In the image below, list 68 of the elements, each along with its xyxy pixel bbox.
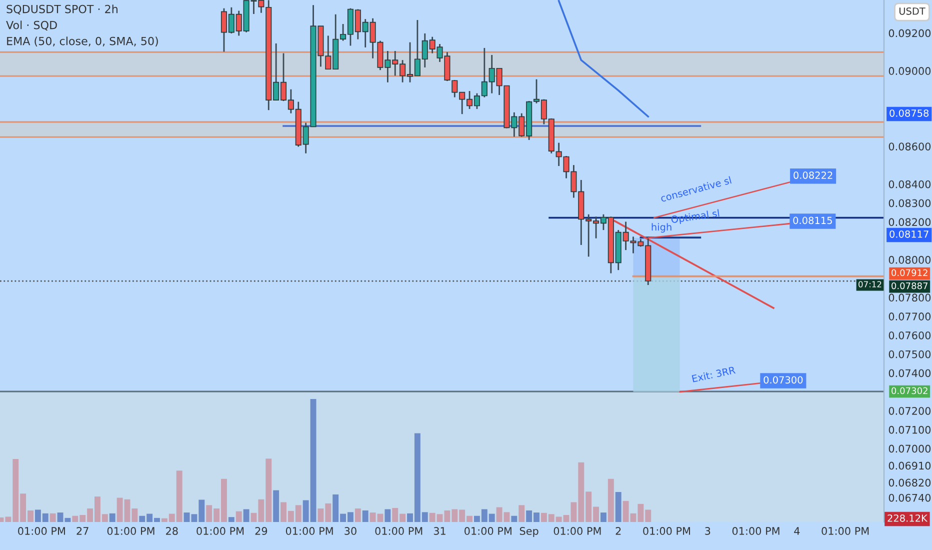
text: 0.08758	[890, 109, 929, 117]
bar	[362, 510, 368, 522]
annotation: 0.08115	[793, 216, 832, 224]
chart-title: Vol · SQD	[6, 20, 57, 30]
text: USDT	[899, 7, 926, 15]
x-tick-label: 01:00 PM	[18, 527, 65, 535]
text: 228.12K	[888, 514, 928, 522]
text: EMA (50, close, 0, SMA, 50)	[7, 36, 158, 47]
y-tick-label: 0.08000	[888, 256, 931, 264]
x-tick-label: Sep	[520, 527, 538, 537]
x-tick-label: 30	[344, 527, 356, 535]
x-tick-label: 01:00 PM	[464, 527, 512, 535]
bar	[518, 505, 525, 522]
x-tick-label: 01:00 PM	[286, 527, 333, 535]
bar	[273, 490, 280, 522]
x-tick-label: 01:00 PM	[107, 527, 154, 535]
x-tick-label: 01:00 PM	[732, 527, 780, 535]
x-tick-label: 4	[794, 527, 800, 535]
annotation: 0.07300	[764, 376, 803, 384]
annotation: Exit: 3RR	[692, 366, 736, 382]
y-tick-label: 0.07600	[888, 331, 931, 340]
x-tick-label: 31	[434, 527, 446, 535]
y-tick-label: 0.06820	[888, 478, 931, 487]
y-tick-label: 0.08400	[888, 180, 931, 188]
bar	[384, 509, 391, 522]
bar	[50, 513, 56, 522]
bar	[600, 512, 606, 522]
y-tick-label: 0.08200	[888, 218, 931, 226]
y-tick-label: 0.08300	[888, 199, 931, 208]
x-tick-label: 2	[616, 527, 621, 535]
x-tick-label: 27	[76, 527, 88, 535]
annotation: 0.07912	[892, 269, 928, 276]
y-tick-label: 0.07100	[888, 426, 931, 434]
annotation: high	[652, 223, 672, 233]
x-tick-label: 01:00 PM	[643, 527, 690, 535]
x-tick-label: 01:00 PM	[554, 527, 601, 535]
bar	[228, 517, 234, 522]
y-tick-label: 0.07200	[888, 406, 931, 415]
annotation: 0.08222	[794, 172, 832, 179]
bar	[236, 511, 242, 522]
x-tick-label: 3	[705, 527, 710, 535]
bar	[109, 513, 116, 522]
x-tick-label: 29	[255, 527, 268, 535]
annotation: Optimal sl	[670, 209, 720, 226]
bar	[354, 508, 361, 522]
bar	[608, 478, 614, 522]
bar	[511, 516, 518, 522]
bar	[615, 492, 622, 522]
y-tick-label: 0.09000	[888, 67, 931, 75]
y-tick-label: 0.07800	[888, 294, 931, 302]
y-tick-label: 0.07500	[888, 350, 931, 358]
y-tick-label: 0.07700	[888, 312, 931, 320]
y-tick-label: 0.07000	[888, 444, 931, 453]
annotation: 0.07887	[892, 282, 928, 290]
x-tick-label: 01:00 PM	[822, 527, 869, 535]
y-tick-label: 0.06910	[888, 462, 931, 470]
bar	[243, 509, 250, 522]
text: 0.08117	[890, 230, 928, 238]
annotation: 0.07302	[892, 387, 928, 394]
chart-title: SQDUSDT SPOT · 2h	[6, 4, 118, 14]
annotation: 07:12	[858, 281, 882, 288]
x-tick-label: 01:00 PM	[196, 527, 244, 535]
x-tick-label: 28	[166, 527, 178, 535]
y-tick-label: 0.07400	[888, 369, 931, 378]
y-tick-label: 0.08600	[888, 142, 931, 150]
x-tick-label: 01:00 PM	[375, 527, 422, 535]
y-tick-label: 0.09200	[888, 29, 931, 38]
y-tick-label: 0.06740	[888, 494, 931, 502]
